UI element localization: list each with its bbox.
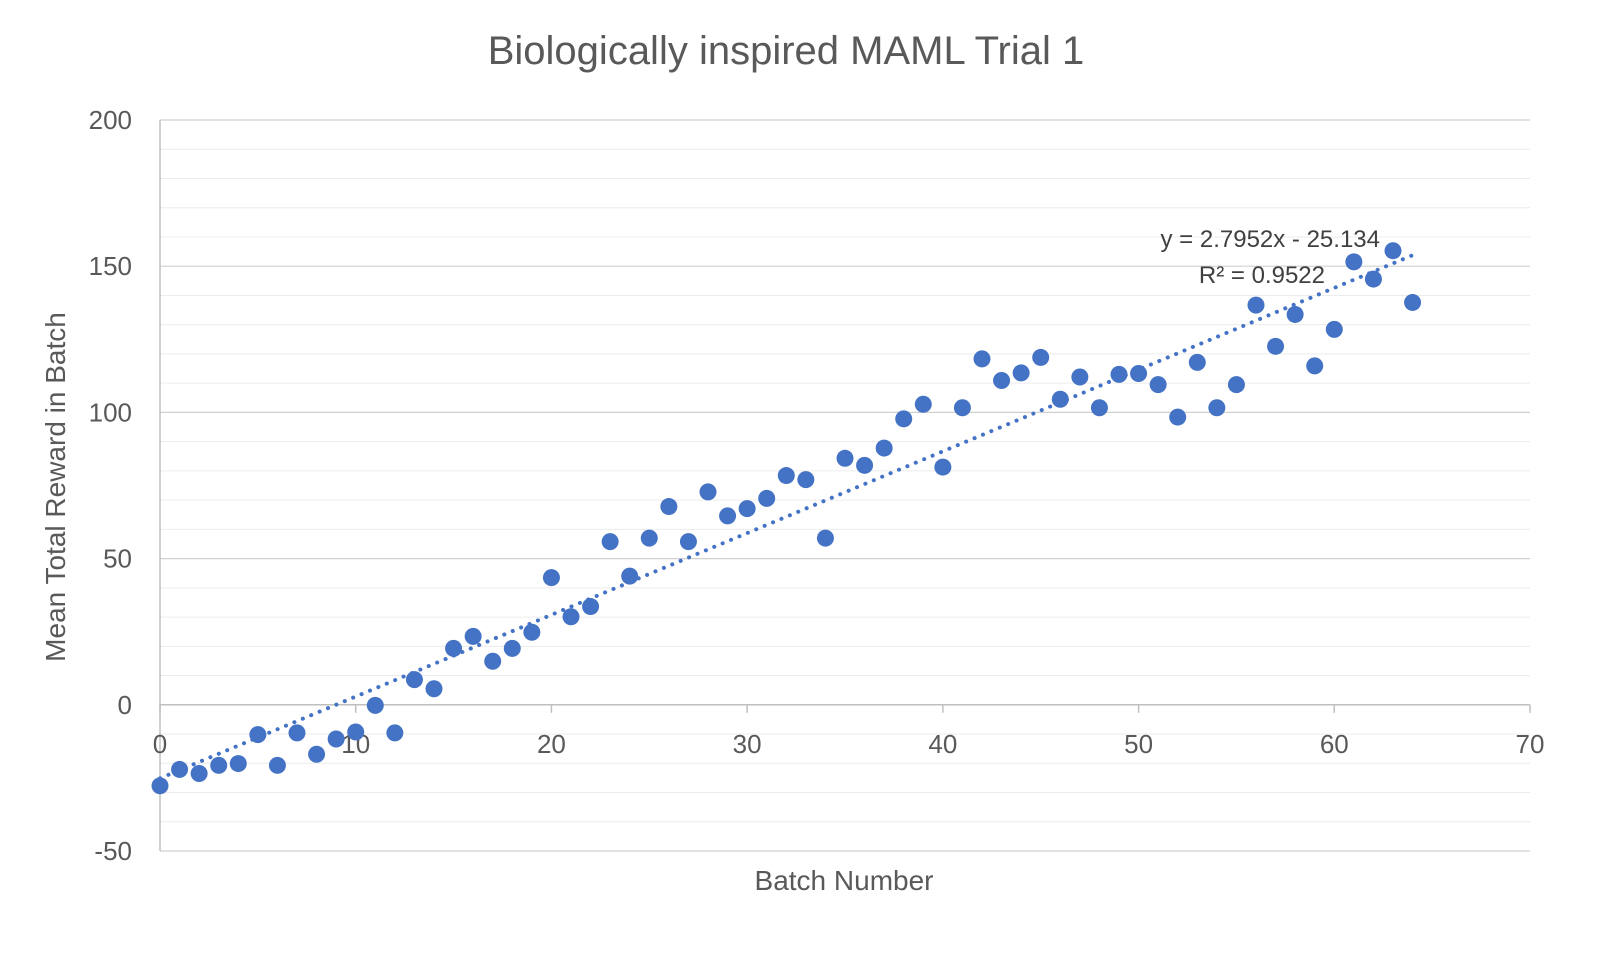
data-point <box>1286 305 1304 323</box>
data-point <box>190 765 208 783</box>
data-point <box>1345 253 1363 271</box>
major-gridlines <box>160 119 1530 852</box>
x-axis-title: Batch Number <box>755 865 934 896</box>
data-point <box>1032 348 1050 366</box>
data-point <box>484 652 502 670</box>
data-point <box>1090 399 1108 417</box>
data-point <box>503 639 521 657</box>
data-point <box>1384 242 1402 260</box>
data-point <box>797 471 815 489</box>
data-point <box>758 489 776 507</box>
data-point <box>405 671 423 689</box>
y-axis-title: Mean Total Reward in Batch <box>40 312 71 662</box>
data-point <box>1325 320 1343 338</box>
data-point <box>1306 357 1324 375</box>
data-point <box>210 756 228 774</box>
data-point <box>875 439 893 457</box>
data-point <box>171 760 189 778</box>
data-point <box>934 458 952 476</box>
x-tick-label: 30 <box>733 729 762 759</box>
x-tick-label: 70 <box>1516 729 1545 759</box>
axes <box>159 120 1530 851</box>
trendline <box>158 253 1415 781</box>
data-point <box>719 507 737 525</box>
y-tick-labels: -50 0 50 100 150 200 <box>89 105 132 866</box>
x-tick-label: 50 <box>1124 729 1153 759</box>
data-point <box>1169 408 1187 426</box>
data-point <box>582 598 600 616</box>
x-tick-label: 60 <box>1320 729 1349 759</box>
y-tick-label: 150 <box>89 251 132 281</box>
data-point <box>856 456 874 474</box>
y-tick-label: 0 <box>118 690 132 720</box>
data-point <box>1071 368 1089 386</box>
data-point <box>1364 270 1382 288</box>
data-point <box>464 627 482 645</box>
data-point <box>953 399 971 417</box>
data-point <box>327 730 345 748</box>
data-point <box>268 756 286 774</box>
data-point <box>347 723 365 741</box>
data-point <box>229 755 247 773</box>
data-point <box>699 483 717 501</box>
data-point <box>1188 353 1206 371</box>
data-point <box>895 410 913 428</box>
data-point <box>288 724 306 742</box>
data-point <box>836 449 854 467</box>
data-point <box>1110 365 1128 383</box>
data-point <box>1267 337 1285 355</box>
data-point <box>621 567 639 585</box>
y-tick-label: 200 <box>89 105 132 135</box>
data-point <box>151 777 169 795</box>
x-tick-marks <box>159 704 1531 713</box>
x-tick-label: 0 <box>153 729 167 759</box>
data-point <box>445 639 463 657</box>
x-tick-label: 20 <box>537 729 566 759</box>
data-point <box>816 529 834 547</box>
data-point <box>386 724 404 742</box>
minor-gridlines <box>160 148 1530 823</box>
data-point <box>1404 293 1422 311</box>
trendline-equation-label: y = 2.7952x - 25.134 <box>1161 226 1381 253</box>
data-point <box>249 726 267 744</box>
data-point <box>640 529 658 547</box>
data-point <box>1012 364 1030 382</box>
x-tick-label: 40 <box>928 729 957 759</box>
data-point <box>308 745 326 763</box>
chart-title: Biologically inspired MAML Trial 1 <box>488 29 1085 73</box>
data-point <box>366 696 384 714</box>
data-point <box>1149 376 1167 394</box>
data-point <box>738 500 756 518</box>
data-point <box>523 623 541 641</box>
data-point <box>993 372 1011 390</box>
trendline-r2-label: R² = 0.9522 <box>1199 262 1325 289</box>
data-point <box>1208 399 1226 417</box>
data-point <box>425 680 443 698</box>
y-tick-label: 50 <box>103 544 132 574</box>
data-point <box>1051 390 1069 408</box>
data-point <box>1227 376 1245 394</box>
data-points <box>151 242 1422 795</box>
data-point <box>660 498 678 516</box>
data-point <box>973 350 991 368</box>
data-point <box>542 569 560 587</box>
data-point <box>777 467 795 485</box>
data-point <box>679 533 697 551</box>
data-point <box>601 533 619 551</box>
data-point <box>1247 296 1265 314</box>
y-tick-label: -50 <box>94 836 132 866</box>
data-point <box>1130 365 1148 383</box>
linear-trendline <box>158 253 1415 781</box>
data-point <box>914 395 932 413</box>
data-point <box>562 608 580 626</box>
y-tick-label: 100 <box>89 397 132 427</box>
